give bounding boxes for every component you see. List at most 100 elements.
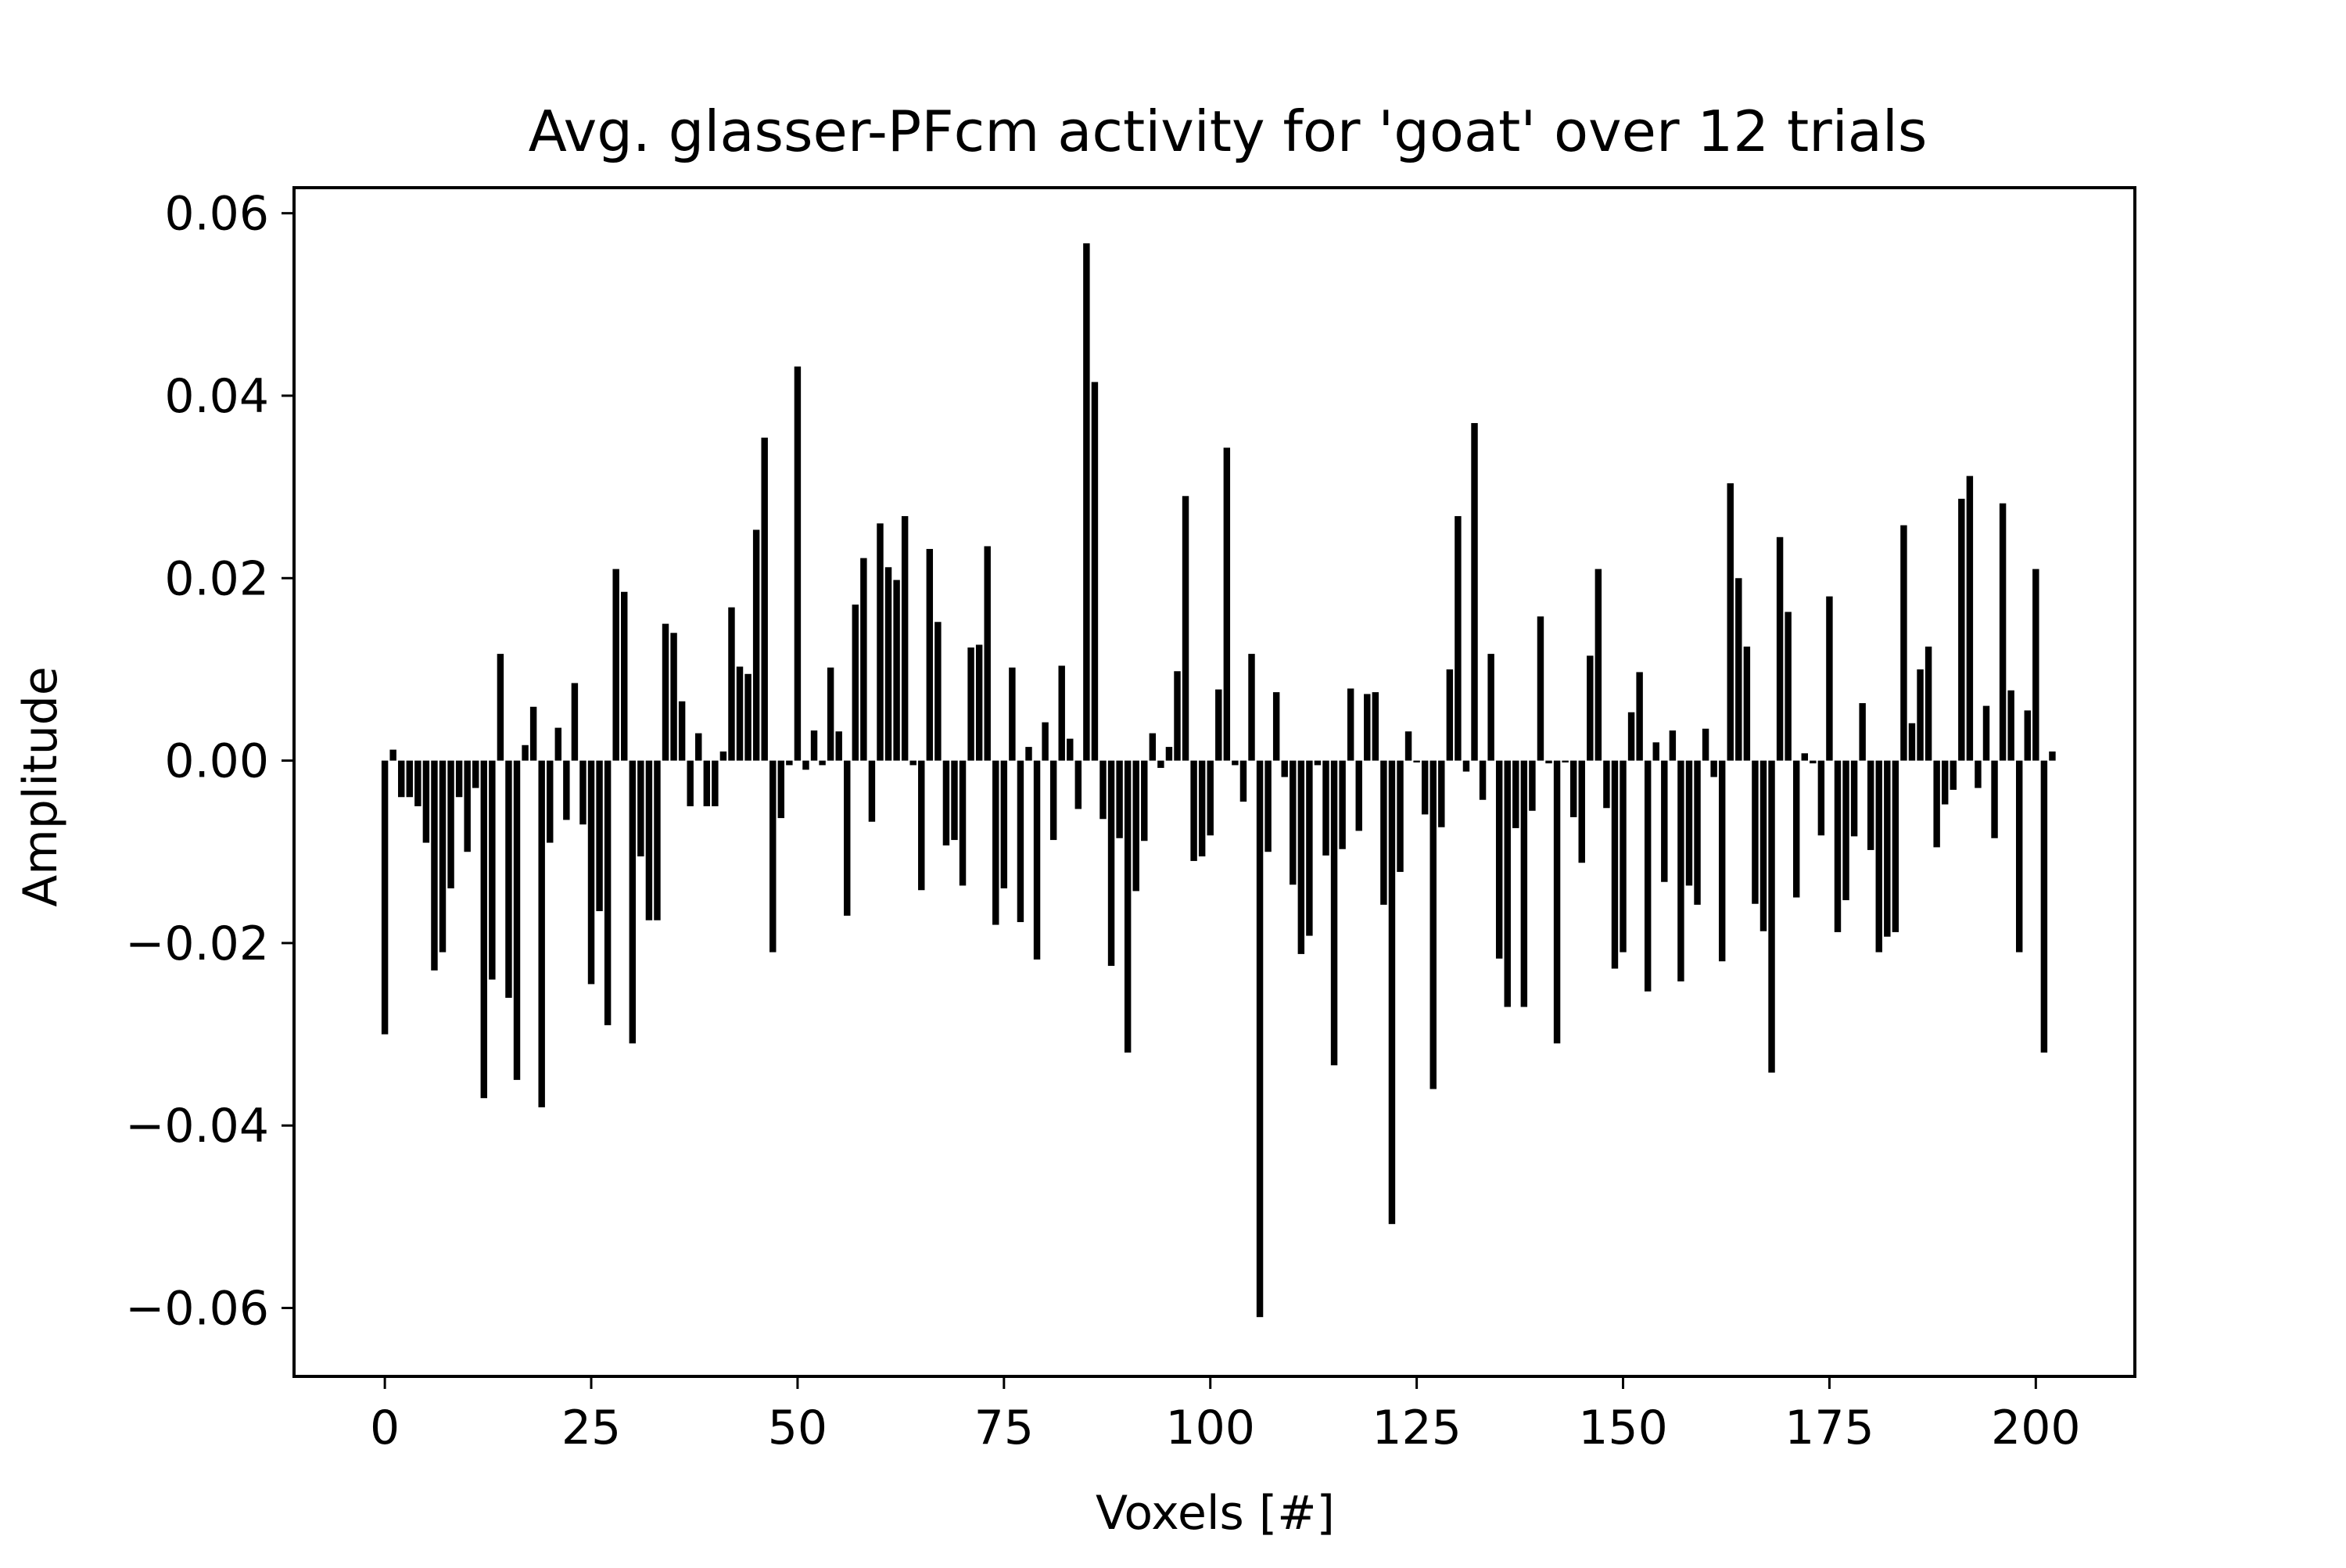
bar [398, 760, 405, 798]
bar [1644, 760, 1652, 992]
bar [719, 751, 727, 761]
bar [736, 666, 744, 761]
bar [1875, 760, 1882, 953]
bar [1627, 712, 1635, 761]
bar [670, 633, 677, 761]
bar [678, 701, 686, 761]
bar [1455, 515, 1462, 761]
bar [1223, 447, 1231, 761]
bar [1132, 760, 1139, 892]
bar [513, 760, 521, 1080]
bar [918, 760, 925, 891]
y-tick-label: 0.04 [164, 369, 269, 424]
bar [1569, 760, 1577, 817]
bar [431, 760, 438, 971]
y-tick-label: 0.06 [164, 187, 269, 242]
bar [984, 546, 991, 761]
bar [1330, 760, 1338, 1066]
plot-area-frame [292, 186, 2136, 1378]
bar [967, 647, 974, 761]
bar [1074, 760, 1082, 809]
bar [1322, 760, 1329, 856]
bar [827, 667, 834, 761]
bar [554, 727, 562, 761]
bar [1933, 760, 1940, 848]
bar [794, 366, 802, 761]
y-tick-label: −0.02 [125, 917, 269, 971]
bar [1884, 760, 1891, 937]
bar [1306, 760, 1313, 936]
chart-title: Avg. glasser-PFcm activity for 'goat' ov… [529, 99, 1928, 164]
bar [621, 591, 628, 761]
bar [1281, 760, 1288, 777]
bar [1537, 616, 1544, 761]
bar [529, 706, 537, 761]
bar [480, 760, 488, 1099]
bar [1248, 654, 1255, 761]
x-tick-label: 150 [1578, 1401, 1668, 1455]
bar [1908, 723, 1916, 761]
bar [422, 760, 430, 843]
x-tick-label: 175 [1785, 1401, 1874, 1455]
bar [1834, 760, 1842, 932]
bar [695, 733, 702, 761]
bar [1859, 703, 1866, 761]
bar [934, 622, 942, 761]
bar [1529, 760, 1536, 811]
x-tick-label: 100 [1165, 1401, 1255, 1455]
bar [744, 673, 752, 761]
bar [703, 760, 711, 806]
bar [1785, 612, 1792, 761]
bar [1958, 498, 1965, 761]
bar [1810, 760, 1817, 764]
bar [1917, 669, 1924, 761]
bar [1107, 760, 1115, 967]
bar [1099, 760, 1107, 820]
bar [1652, 742, 1659, 761]
bar [1587, 655, 1594, 761]
bar [1966, 475, 1974, 761]
bar [1867, 760, 1874, 850]
x-tick-label: 25 [561, 1401, 621, 1455]
bar [1669, 730, 1677, 761]
bar [769, 760, 777, 953]
x-tick-label: 0 [370, 1401, 400, 1455]
bar [1083, 243, 1090, 761]
bar [1768, 760, 1775, 1073]
bar [1826, 596, 1833, 761]
y-tick-label: −0.06 [125, 1282, 269, 1337]
bar [1495, 760, 1503, 959]
bar [1801, 753, 1808, 761]
bar [1611, 760, 1619, 969]
bar [538, 760, 545, 1107]
bar [1388, 760, 1396, 1225]
bar [1157, 760, 1164, 768]
bar [893, 579, 900, 761]
bar [1991, 760, 1998, 838]
bar [1743, 646, 1751, 761]
bar [547, 760, 554, 843]
bar [1735, 578, 1742, 761]
bar [1603, 760, 1610, 809]
bar [587, 760, 595, 985]
bar [1752, 760, 1759, 904]
bar [810, 730, 818, 761]
bar [1182, 496, 1189, 761]
x-axis-label: Voxels [#] [1096, 1486, 1335, 1541]
bar [1429, 760, 1437, 1089]
bar [1091, 382, 1099, 761]
x-tick-label: 50 [768, 1401, 827, 1455]
bar [2032, 569, 2039, 761]
bar [1272, 692, 1280, 761]
bar [1446, 669, 1454, 761]
bar [522, 745, 529, 761]
bar [1562, 760, 1569, 762]
bar [1042, 722, 1049, 761]
bar [1512, 760, 1519, 828]
bar [596, 760, 603, 912]
bar [381, 760, 389, 1035]
bar [1033, 760, 1041, 960]
bar [687, 760, 694, 806]
bar [612, 569, 619, 761]
